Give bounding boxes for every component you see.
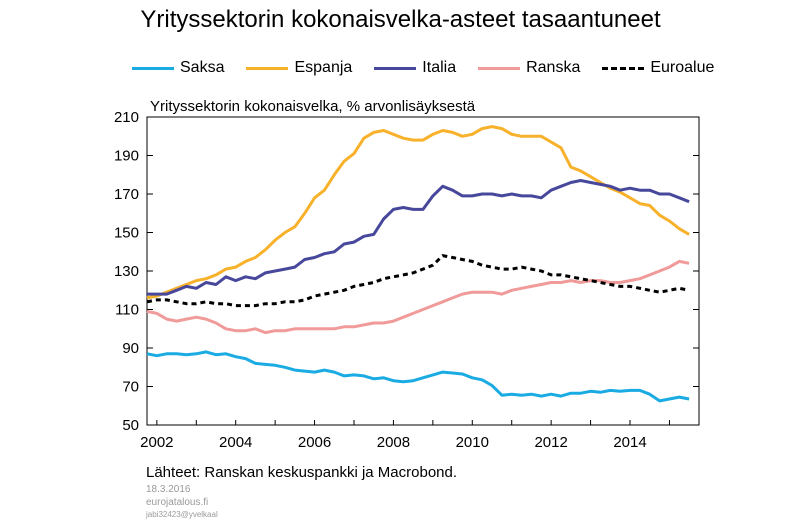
y-tick-label: 210 (114, 109, 139, 126)
legend-swatch (602, 66, 645, 70)
y-tick-label: 170 (114, 186, 139, 203)
source-note: Lähteet: Ranskan keskuspankki ja Macrobo… (146, 464, 458, 481)
legend-item-italia: Italia (374, 59, 456, 77)
y-tick-label: 50 (122, 417, 139, 434)
y-tick-label: 110 (115, 302, 139, 319)
y-tick-label: 90 (122, 340, 139, 357)
legend-swatch (374, 66, 417, 70)
series-line-espanja (146, 125, 690, 300)
series-line-ranska (146, 259, 690, 335)
site-note: eurojatalous.fi (146, 497, 209, 508)
legend-swatch (478, 66, 521, 70)
legend-item-ranska: Ranska (478, 59, 580, 77)
series-line-italia (147, 179, 690, 296)
x-tick-label: 2002 (140, 434, 173, 451)
x-tick-label: 2008 (377, 434, 410, 451)
legend-label: Italia (422, 59, 457, 76)
series-line-euroalue (146, 254, 690, 308)
chart-subtitle: Yrityssektorin kokonaisvelka, % arvonlis… (150, 98, 476, 115)
x-tick-label: 2012 (534, 434, 567, 451)
legend-item-espanja: Espanja (246, 59, 352, 77)
legend: Saksa Espanja Italia Ranska Euroalue (132, 57, 736, 79)
series-line-saksa (146, 350, 690, 403)
chart-title: Yrityssektorin kokonaisvelka-asteet tasa… (140, 6, 661, 33)
y-tick-label: 150 (114, 225, 139, 242)
y-tick-label: 130 (114, 263, 139, 280)
y-tick-label: 70 (122, 379, 139, 396)
legend-label: Saksa (180, 59, 225, 76)
x-tick-label: 2014 (613, 434, 646, 451)
x-tick-label: 2006 (298, 434, 331, 451)
legend-item-euroalue: Euroalue (602, 59, 714, 77)
date-note: 18.3.2016 (146, 484, 191, 495)
x-tick-label: 2010 (456, 434, 489, 451)
legend-label: Euroalue (650, 59, 715, 76)
legend-label: Ranska (526, 59, 581, 76)
legend-label: Espanja (294, 59, 353, 76)
legend-swatch (132, 66, 174, 70)
y-tick-label: 190 (114, 148, 139, 165)
x-tick-label: 2004 (219, 434, 252, 451)
legend-item-saksa: Saksa (132, 59, 224, 77)
author-note: jabi32423@yvelkaal (146, 510, 218, 519)
legend-swatch (246, 66, 289, 70)
